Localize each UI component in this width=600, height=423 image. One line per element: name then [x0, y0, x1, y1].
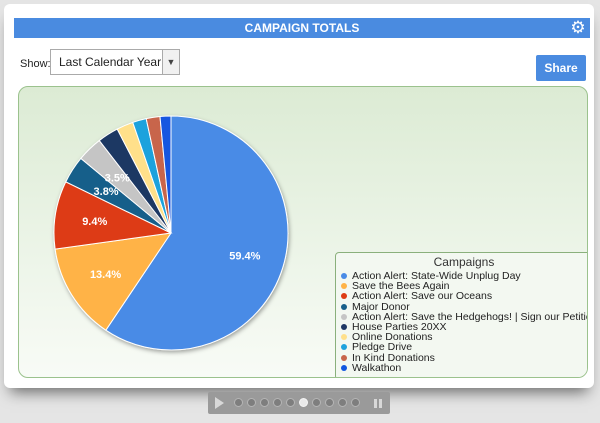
legend-item[interactable]: Walkathon: [336, 361, 587, 374]
legend-item[interactable]: Major Donor: [336, 300, 587, 313]
share-button[interactable]: Share: [536, 55, 586, 81]
pager-dot[interactable]: [338, 398, 347, 407]
widget-title: CAMPAIGN TOTALS: [244, 21, 360, 35]
legend-swatch-icon: [341, 293, 347, 300]
pager-dot[interactable]: [234, 398, 243, 407]
slice-label: 9.4%: [82, 216, 107, 228]
legend-swatch-icon: [341, 354, 347, 361]
legend-label: Walkathon: [352, 361, 402, 374]
legend-swatch-icon: [341, 344, 347, 351]
legend-item[interactable]: Save the Bees Again: [336, 280, 587, 293]
legend-item[interactable]: Action Alert: Save our Oceans: [336, 290, 587, 303]
pager-dot[interactable]: [247, 398, 256, 407]
chevron-down-icon[interactable]: ▼: [162, 50, 179, 74]
legend-label: Action Alert: Save the Hedgehogs! | Sign…: [352, 310, 588, 323]
legend-label: Online Donations: [352, 331, 433, 344]
campaign-totals-widget: CAMPAIGN TOTALS ⚙ Show: Last Calendar Ye…: [4, 4, 594, 388]
legend-item[interactable]: Online Donations: [336, 331, 587, 344]
show-label: Show:: [20, 58, 51, 70]
slice-label: 3.5%: [105, 173, 130, 185]
legend-label: Action Alert: State-Wide Unplug Day: [352, 270, 521, 282]
legend-swatch-icon: [341, 283, 347, 290]
pager-dot[interactable]: [273, 398, 282, 407]
pie-slice[interactable]: [54, 232, 173, 331]
legend-swatch-icon: [341, 303, 347, 310]
legend-item[interactable]: Action Alert: Save the Hedgehogs! | Sign…: [336, 310, 588, 323]
widget-header: CAMPAIGN TOTALS ⚙: [14, 18, 590, 38]
legend-item[interactable]: House Parties 20XX: [336, 320, 587, 333]
legend-label: Action Alert: Save our Oceans: [352, 290, 493, 303]
legend-swatch-icon: [341, 323, 347, 330]
period-select-value: Last Calendar Year: [59, 55, 162, 69]
legend-label: House Parties 20XX: [352, 320, 447, 333]
chart-legend: Campaigns Action Alert: State-Wide Unplu…: [335, 252, 588, 377]
pager-dot[interactable]: [299, 398, 308, 407]
slice-label: 59.4%: [229, 250, 260, 262]
legend-swatch-icon: [341, 334, 347, 341]
legend-swatch-icon: [341, 273, 347, 279]
pager-dot[interactable]: [325, 398, 334, 407]
pager: [208, 392, 390, 414]
period-select[interactable]: Last Calendar Year ▼: [50, 49, 180, 75]
pager-dot[interactable]: [260, 398, 269, 407]
legend-item[interactable]: In Kind Donations: [336, 351, 587, 364]
pager-dot[interactable]: [351, 398, 360, 407]
gear-icon[interactable]: ⚙: [570, 18, 586, 37]
pager-dot[interactable]: [312, 398, 321, 407]
pie-slice[interactable]: [159, 115, 172, 234]
pager-dot[interactable]: [286, 398, 295, 407]
pause-icon[interactable]: [374, 399, 383, 408]
legend-swatch-icon: [341, 364, 347, 371]
slice-label: 13.4%: [90, 269, 121, 281]
legend-swatch-icon: [341, 313, 347, 320]
play-icon[interactable]: [215, 397, 224, 409]
legend-item[interactable]: Action Alert: State-Wide Unplug Day: [336, 270, 587, 282]
legend-label: Pledge Drive: [352, 341, 413, 354]
legend-title: Campaigns: [433, 255, 495, 269]
legend-label: In Kind Donations: [352, 351, 435, 364]
legend-item[interactable]: Pledge Drive: [336, 341, 587, 354]
legend-label: Major Donor: [352, 300, 410, 313]
pie-chart: 59.4% 13.4% 9.4% 3.8%3.5%: [53, 115, 289, 351]
legend-label: Save the Bees Again: [352, 280, 450, 293]
slice-label: 3.8%: [94, 186, 119, 198]
chart-area: 59.4% 13.4% 9.4% 3.8% 3.5% Campaigns Action …: [18, 86, 588, 378]
pie-slice[interactable]: [105, 115, 289, 351]
